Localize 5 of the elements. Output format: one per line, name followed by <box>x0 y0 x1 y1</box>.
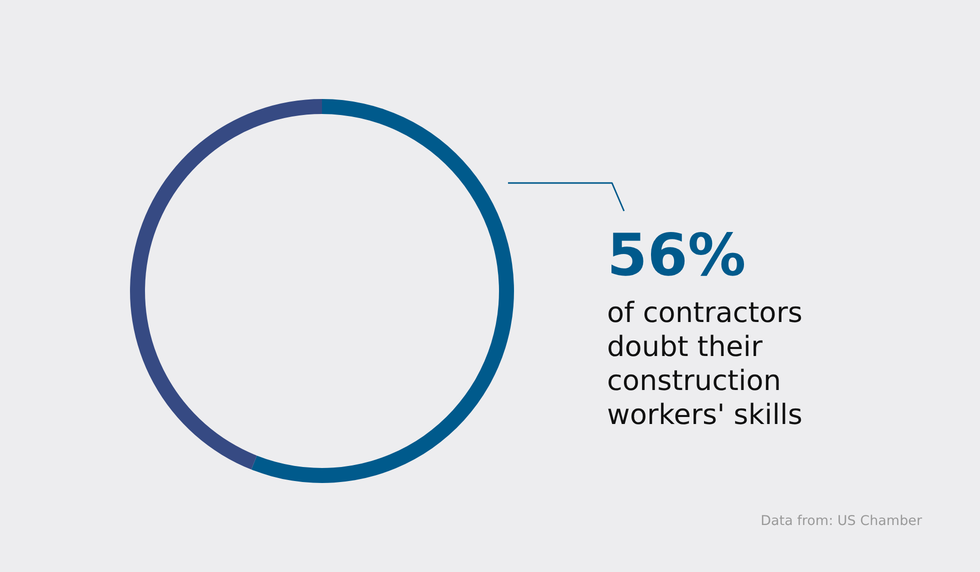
data-label: 56% <box>607 221 746 289</box>
donut-slice <box>251 99 514 483</box>
donut-slice <box>130 99 322 470</box>
text: Data from: US Chamber <box>760 513 922 529</box>
slice-label: of contractors doubt their construction workers' skills <box>607 296 802 431</box>
